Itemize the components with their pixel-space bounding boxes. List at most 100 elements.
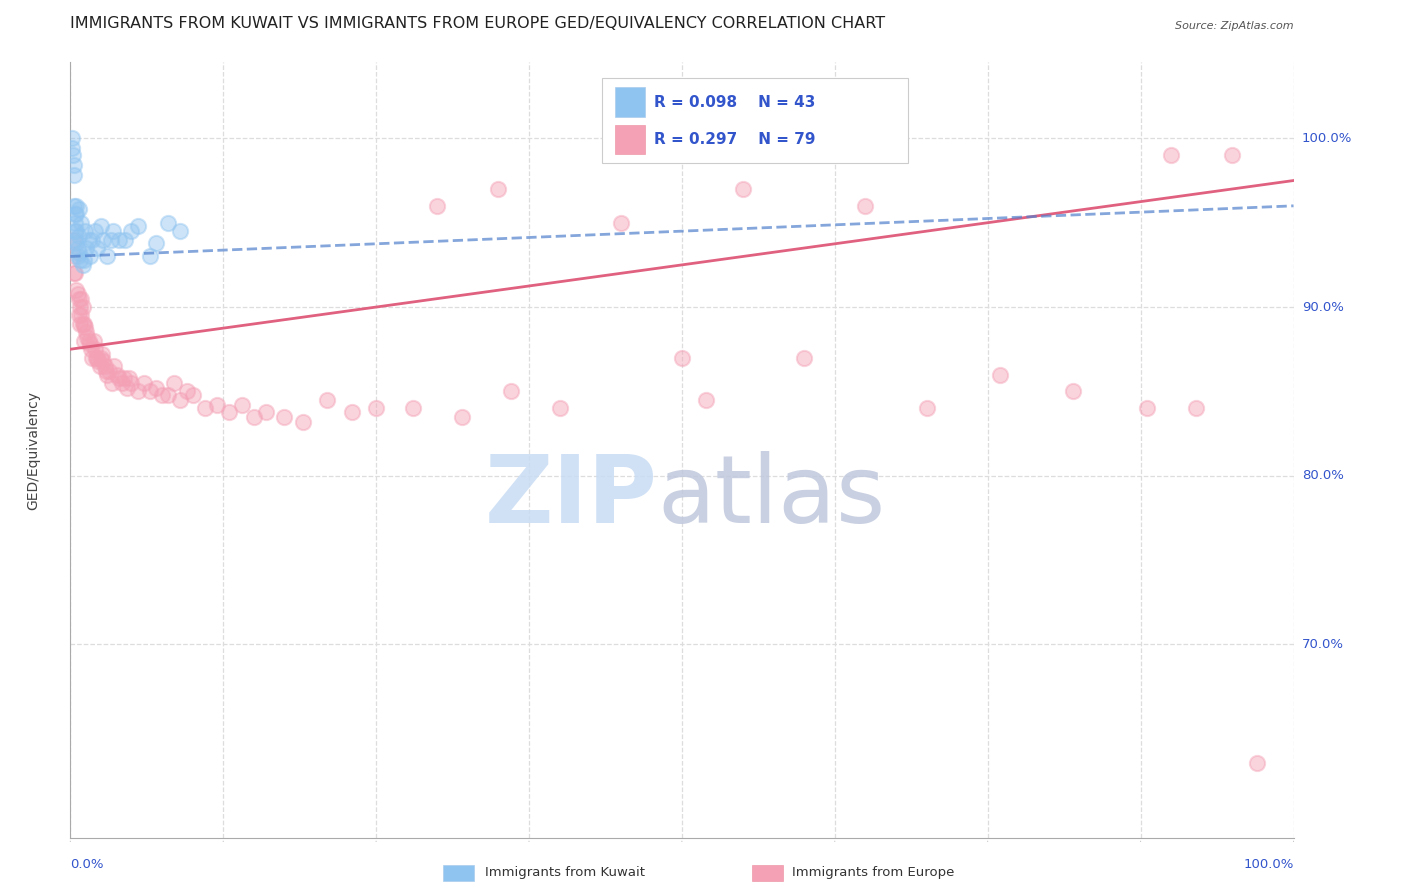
- Point: [340, 404, 363, 418]
- Text: 90.0%: 90.0%: [1302, 301, 1344, 314]
- Point: [218, 404, 240, 418]
- Point: [70, 309, 93, 323]
- Point: [139, 249, 162, 263]
- Point: [254, 404, 277, 418]
- Point: [150, 388, 173, 402]
- Point: [86, 241, 108, 255]
- Bar: [614, 87, 645, 117]
- Point: [1184, 401, 1206, 416]
- Point: [548, 401, 571, 416]
- Point: [96, 368, 118, 382]
- Point: [83, 224, 105, 238]
- Point: [94, 364, 117, 378]
- Point: [91, 354, 114, 368]
- Point: [63, 224, 86, 238]
- Point: [1246, 756, 1268, 770]
- Text: IMMIGRANTS FROM KUWAIT VS IMMIGRANTS FROM EUROPE GED/EQUIVALENCY CORRELATION CHA: IMMIGRANTS FROM KUWAIT VS IMMIGRANTS FRO…: [70, 16, 886, 31]
- Point: [205, 398, 228, 412]
- Point: [169, 392, 191, 407]
- Point: [63, 199, 86, 213]
- Point: [132, 376, 155, 390]
- Point: [80, 343, 103, 357]
- Point: [72, 258, 94, 272]
- Point: [499, 384, 522, 399]
- Point: [733, 182, 755, 196]
- Point: [115, 381, 138, 395]
- Point: [101, 224, 124, 238]
- Point: [169, 224, 191, 238]
- Text: R = 0.297    N = 79: R = 0.297 N = 79: [654, 132, 815, 147]
- Point: [176, 384, 198, 399]
- Point: [98, 364, 121, 378]
- Point: [671, 351, 693, 365]
- Point: [69, 317, 91, 331]
- Point: [75, 241, 97, 255]
- Point: [127, 384, 149, 399]
- Text: Immigrants from Kuwait: Immigrants from Kuwait: [485, 866, 645, 879]
- Point: [67, 229, 90, 244]
- Point: [79, 337, 101, 351]
- Point: [73, 317, 96, 331]
- Point: [87, 354, 110, 368]
- Point: [273, 409, 295, 424]
- Point: [101, 376, 124, 390]
- Text: ZIP: ZIP: [485, 451, 658, 543]
- Point: [316, 392, 339, 407]
- Point: [112, 371, 135, 385]
- Text: R = 0.098    N = 43: R = 0.098 N = 43: [654, 95, 815, 110]
- Point: [60, 141, 83, 155]
- Point: [66, 286, 89, 301]
- Point: [488, 182, 510, 196]
- Bar: [614, 125, 645, 154]
- Text: Immigrants from Europe: Immigrants from Europe: [792, 866, 953, 879]
- Text: 70.0%: 70.0%: [1302, 638, 1344, 651]
- Point: [90, 351, 112, 365]
- Point: [450, 409, 472, 424]
- Point: [194, 401, 217, 416]
- Point: [82, 233, 104, 247]
- Point: [695, 392, 717, 407]
- Point: [70, 292, 93, 306]
- Point: [118, 371, 141, 385]
- Point: [73, 252, 96, 267]
- Point: [163, 376, 186, 390]
- Point: [855, 199, 877, 213]
- Point: [231, 398, 253, 412]
- Text: 100.0%: 100.0%: [1302, 132, 1353, 145]
- Point: [90, 219, 112, 233]
- Point: [75, 326, 97, 340]
- Point: [145, 381, 167, 395]
- Point: [66, 249, 89, 263]
- Point: [72, 300, 94, 314]
- Point: [77, 334, 100, 348]
- Point: [402, 401, 425, 416]
- Point: [63, 158, 86, 172]
- Point: [63, 266, 86, 280]
- Point: [67, 309, 90, 323]
- Point: [157, 216, 180, 230]
- Point: [67, 292, 90, 306]
- Point: [65, 235, 87, 250]
- Point: [65, 224, 87, 238]
- Point: [73, 320, 96, 334]
- Point: [121, 376, 143, 390]
- Point: [93, 359, 115, 373]
- Point: [63, 216, 86, 230]
- Point: [91, 347, 114, 361]
- Point: [1062, 384, 1084, 399]
- Point: [108, 233, 131, 247]
- Point: [63, 233, 86, 247]
- Point: [426, 199, 449, 213]
- Point: [139, 384, 162, 399]
- Point: [73, 224, 96, 238]
- Point: [366, 401, 388, 416]
- Point: [157, 388, 180, 402]
- Point: [1136, 401, 1159, 416]
- Point: [793, 351, 815, 365]
- Point: [62, 233, 84, 247]
- Point: [76, 330, 98, 344]
- Point: [83, 343, 105, 357]
- Point: [291, 415, 314, 429]
- Point: [73, 334, 96, 348]
- Point: [988, 368, 1011, 382]
